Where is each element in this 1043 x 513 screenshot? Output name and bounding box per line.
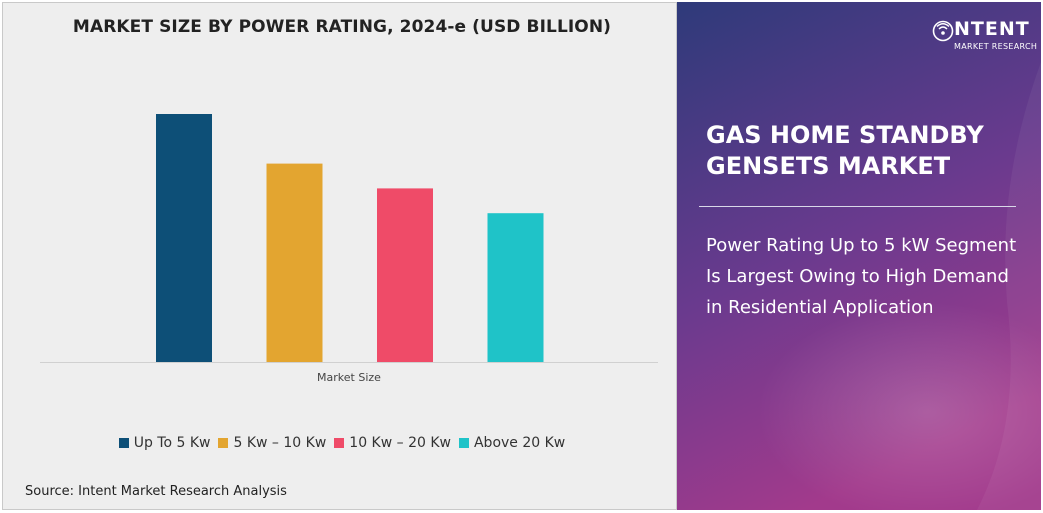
chart-panel [2,2,677,510]
key-insight: Power Rating Up to 5 kW Segment Is Large… [706,235,1017,318]
summary-panel: NTENT MARKET RESEARCH GAS HOME STANDBY G… [677,2,1041,510]
brand-tagline: MARKET RESEARCH [954,42,1038,51]
legend-label: 10 Kw – 20 Kw [349,435,451,451]
legend-item: 5 Kw – 10 Kw [218,435,326,451]
legend-swatch [218,438,229,448]
x-axis-label: Market Size [317,371,381,384]
brand-name: NTENT [954,18,1030,40]
bar-up-to-5-kw [156,114,212,362]
chart-title: MARKET SIZE BY POWER RATING, 2024-e (USD… [72,17,612,37]
legend-item: Above 20 Kw [458,435,566,451]
bar-5-kw-10-kw [266,163,323,362]
market-title: GAS HOME STANDBY GENSETS MARKET [706,121,984,180]
bar-above-20-kw [487,213,544,362]
legend-item: 10 Kw – 20 Kw [334,435,451,451]
chart-legend: Up To 5 Kw 5 Kw – 10 Kw 10 Kw – 20 Kw Above… [0,435,684,451]
legend-label: 5 Kw – 10 Kw [233,435,327,451]
legend-label: Above 20 Kw [473,435,566,451]
brand-logo: NTENT MARKET RESEARCH [932,14,1037,58]
bar-chart: Market Size [40,114,658,384]
bar-10-kw-20-kw [377,188,433,362]
legend-swatch [334,438,345,448]
legend-item: Up To 5 Kw [118,435,211,451]
wifi-signal-icon [932,20,954,42]
legend-swatch [118,438,129,448]
divider [699,206,1016,207]
panel-background [677,2,1041,510]
legend-swatch [458,438,469,448]
source-note: Source: Intent Market Research Analysis [25,484,287,499]
legend-label: Up To 5 Kw [133,435,211,451]
